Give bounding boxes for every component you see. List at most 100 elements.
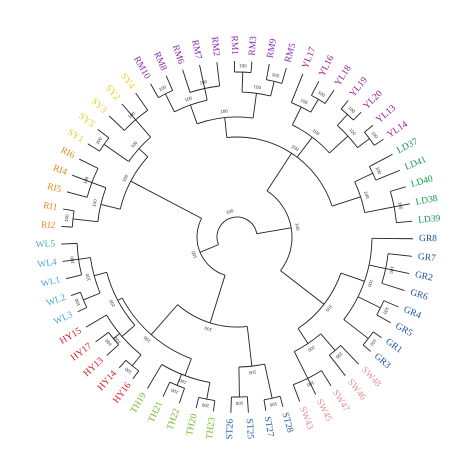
branch-segment [195, 397, 200, 409]
leaf-label: RI5 [46, 182, 63, 195]
bootstrap-value: 100 [300, 97, 309, 105]
branch-segment [354, 172, 373, 183]
branch-segment [130, 180, 202, 219]
branch-arc [226, 136, 333, 207]
bootstrap-value: 100 [334, 351, 343, 360]
leaf-label: WL5 [35, 239, 55, 250]
branch-segment [329, 135, 349, 154]
branch-segment [364, 124, 374, 133]
branch-segment [65, 274, 82, 280]
branch-segment [246, 326, 253, 367]
bootstrap-value: 100 [74, 297, 82, 306]
bootstrap-value: 100 [113, 336, 122, 345]
branch-segment [357, 296, 381, 309]
branch-segment [62, 258, 79, 262]
leaf-label: HY16 [112, 381, 134, 406]
branch-arc [189, 85, 220, 93]
leaf-label: GR6 [409, 288, 429, 303]
bootstrap-value: 100 [324, 304, 333, 313]
leaf-label: TH19 [129, 391, 149, 415]
branch-segment [241, 72, 244, 93]
branch-segment [311, 80, 320, 96]
branch-arc [161, 364, 210, 383]
bootstrap-value: 100 [253, 84, 262, 90]
bootstrap-value: 100 [290, 144, 299, 153]
branch-segment [135, 92, 149, 111]
bootstrap-value: 100 [95, 136, 104, 145]
branch-segment [108, 115, 125, 131]
bootstrap-value: 100 [367, 279, 374, 288]
branch-segment [66, 191, 88, 198]
bootstrap-value: 100 [370, 130, 379, 139]
branch-segment [250, 61, 253, 73]
branch-segment [209, 275, 226, 324]
branch-arc [292, 124, 330, 154]
branch-segment [321, 370, 332, 387]
branch-segment [331, 196, 361, 207]
branch-segment [91, 182, 107, 189]
leaf-label: ST25 [244, 418, 255, 439]
branch-segment [293, 351, 309, 379]
branch-segment [376, 314, 391, 324]
leaf-label: TH21 [147, 400, 165, 425]
bootstrap-value: 100 [347, 105, 356, 114]
bootstrap-value: 100 [201, 402, 210, 408]
branch-segment [113, 333, 120, 339]
leaf-label: RM3 [248, 36, 260, 57]
branch-segment [279, 396, 284, 408]
branch-segment [385, 268, 410, 275]
branch-arc [119, 156, 149, 210]
leaf-label: RM6 [170, 44, 186, 66]
bootstrap-value: 100 [225, 208, 234, 215]
leaf-label: SY5 [76, 112, 96, 130]
bootstrap-value: 100 [82, 175, 89, 184]
branch-segment [87, 143, 100, 152]
branch-arc [294, 333, 322, 352]
branch-segment [165, 75, 174, 91]
branch-segment [162, 381, 171, 397]
leaf-label: RM8 [151, 51, 168, 73]
bootstrap-value: 100 [69, 256, 75, 265]
branch-segment [320, 333, 336, 351]
branch-arc [196, 218, 226, 276]
tree-branches [61, 61, 413, 413]
branch-segment [176, 374, 182, 386]
leaf-label: LD41 [404, 155, 429, 173]
branch-segment [224, 117, 228, 138]
bootstrap-value: 100 [121, 173, 129, 182]
branch-segment [106, 344, 119, 356]
branch-segment [290, 73, 304, 103]
leaf-label: RM1 [229, 35, 239, 55]
leaf-label: HY17 [69, 341, 94, 363]
branch-segment [252, 93, 257, 119]
branch-segment [390, 186, 406, 192]
leaf-label: LD39 [418, 214, 441, 226]
leaf-label: RM5 [283, 42, 298, 64]
branch-arc [297, 272, 342, 329]
leaf-label: RI4 [51, 164, 68, 178]
bootstrap-value: 100 [269, 401, 278, 408]
branch-segment [353, 111, 362, 121]
bootstrap-value: 100 [397, 202, 403, 211]
leaf-label: WL3 [53, 310, 75, 327]
leaf-label: LD40 [410, 174, 434, 190]
bootstrap-values: 100 100 100 100 100 100 100 100 100 100 100 100 100 1… [64, 63, 404, 408]
branch-segment [132, 370, 140, 380]
leaf-label: ST27 [262, 416, 275, 438]
leaf-label: RM2 [209, 36, 221, 57]
branch-segment [83, 292, 101, 301]
bootstrap-value: 100 [382, 306, 390, 315]
bootstrap-value: 100 [306, 380, 315, 388]
leaf-label: SW45 [314, 398, 334, 424]
branch-segment [190, 104, 198, 124]
branch-segment [375, 169, 401, 181]
branch-segment [369, 153, 393, 167]
branch-segment [368, 264, 386, 270]
branch-segment [364, 206, 395, 213]
bootstrap-value: 100 [248, 370, 257, 376]
leaf-label: YL17 [301, 46, 319, 71]
leaf-label: ST26 [225, 418, 236, 439]
branch-segment [343, 319, 369, 339]
branch-segment [256, 227, 292, 235]
branch-segment [281, 67, 287, 84]
